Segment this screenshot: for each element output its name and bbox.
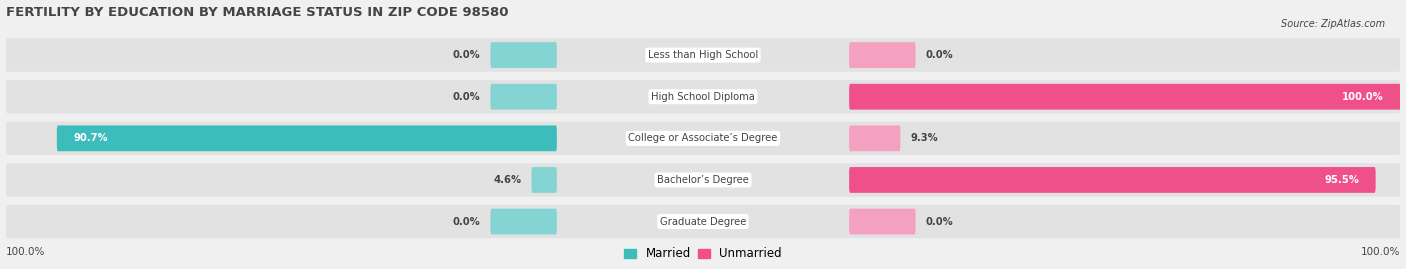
FancyBboxPatch shape [6,163,1400,197]
FancyBboxPatch shape [491,84,557,110]
Text: Less than High School: Less than High School [648,50,758,60]
FancyBboxPatch shape [6,80,1400,113]
Text: 95.5%: 95.5% [1324,175,1360,185]
Text: 0.0%: 0.0% [453,92,481,102]
Text: 90.7%: 90.7% [73,133,108,143]
FancyBboxPatch shape [849,209,915,235]
FancyBboxPatch shape [491,42,557,68]
Text: 100.0%: 100.0% [6,246,45,257]
FancyBboxPatch shape [491,209,557,235]
Text: FERTILITY BY EDUCATION BY MARRIAGE STATUS IN ZIP CODE 98580: FERTILITY BY EDUCATION BY MARRIAGE STATU… [6,6,508,19]
Text: Graduate Degree: Graduate Degree [659,217,747,226]
Text: High School Diploma: High School Diploma [651,92,755,102]
FancyBboxPatch shape [849,42,915,68]
Text: 0.0%: 0.0% [925,217,953,226]
FancyBboxPatch shape [849,167,1375,193]
Text: 0.0%: 0.0% [453,50,481,60]
Text: 0.0%: 0.0% [925,50,953,60]
FancyBboxPatch shape [849,84,1400,110]
Text: 100.0%: 100.0% [1343,92,1384,102]
FancyBboxPatch shape [849,125,900,151]
Text: 100.0%: 100.0% [1361,246,1400,257]
FancyBboxPatch shape [56,125,557,151]
Legend: Married, Unmarried: Married, Unmarried [620,243,786,265]
Text: Source: ZipAtlas.com: Source: ZipAtlas.com [1281,19,1385,29]
FancyBboxPatch shape [531,167,557,193]
FancyBboxPatch shape [6,205,1400,238]
Text: College or Associate’s Degree: College or Associate’s Degree [628,133,778,143]
Text: 4.6%: 4.6% [494,175,522,185]
Text: 9.3%: 9.3% [910,133,938,143]
Text: Bachelor’s Degree: Bachelor’s Degree [657,175,749,185]
FancyBboxPatch shape [6,122,1400,155]
FancyBboxPatch shape [6,38,1400,72]
Text: 0.0%: 0.0% [453,217,481,226]
